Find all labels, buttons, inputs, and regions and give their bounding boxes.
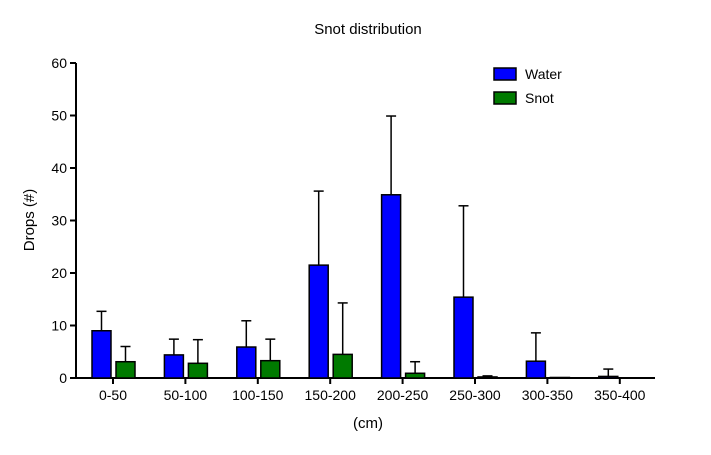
bar-snot: [477, 376, 498, 379]
legend-swatch-snot: [493, 91, 517, 105]
x-axis-label: (cm): [353, 415, 383, 432]
bar-snot: [187, 362, 209, 379]
y-tick-label: 10: [51, 318, 67, 334]
bar-snot: [260, 359, 281, 379]
y-axis-label: Drops (#): [21, 189, 38, 252]
bar-water: [308, 264, 329, 379]
y-tick-label: 0: [59, 370, 67, 386]
x-tick-label: 100-150: [232, 387, 284, 403]
x-tick-label: 200-250: [377, 387, 429, 403]
bar-snot: [332, 353, 353, 379]
bar-water: [163, 354, 185, 379]
x-tick-label: 150-200: [305, 387, 357, 403]
y-tick-label: 40: [51, 160, 67, 176]
legend-label-water: Water: [525, 66, 562, 82]
bar-water: [453, 296, 474, 379]
bar-water: [598, 375, 619, 379]
bar-snot: [549, 376, 571, 379]
x-tick-label: 250-300: [449, 387, 501, 403]
x-tick-label: 0-50: [99, 387, 127, 403]
y-tick-label: 30: [51, 213, 67, 229]
legend-label-snot: Snot: [525, 90, 554, 106]
legend-swatch-water: [493, 67, 517, 81]
chart-title: Snot distribution: [314, 21, 422, 38]
bar-snot: [115, 360, 136, 379]
bar-water: [525, 360, 547, 379]
bar-water: [380, 194, 402, 379]
bar-water: [236, 346, 257, 379]
y-tick-label: 60: [51, 55, 67, 71]
y-tick-label: 20: [51, 265, 67, 281]
bar-snot: [404, 372, 426, 379]
y-tick-label: 50: [51, 108, 67, 124]
x-tick-label: 300-350: [522, 387, 574, 403]
x-tick-label: 350-400: [594, 387, 646, 403]
bar-water: [91, 330, 112, 379]
x-tick-label: 50-100: [164, 387, 208, 403]
